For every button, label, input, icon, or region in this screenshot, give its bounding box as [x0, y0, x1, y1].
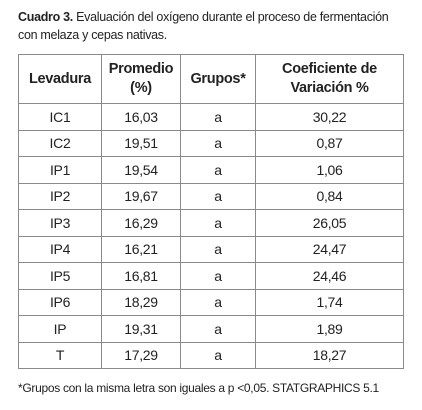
table-cell: 1,89 [255, 315, 404, 343]
table-cell: 18,29 [101, 288, 181, 316]
caption: Cuadro 3. Evaluación del oxígeno durante… [18, 8, 398, 44]
table-row: IC1 16,03 a 30,22 [18, 103, 404, 131]
table-cell: a [180, 341, 256, 369]
table-cell: 26,05 [255, 209, 404, 237]
column-header: Coeficiente de Variación % [255, 54, 404, 104]
table-row: IC2 19,51 a 0,87 [18, 129, 404, 157]
table-body: IC1 16,03 a 30,22 IC2 19,51 a 0,87 IP1 19,54 a 1,06… [18, 103, 404, 369]
table-cell: 1,74 [255, 288, 404, 316]
table-cell: 24,47 [255, 235, 404, 263]
footnote: *Grupos con la misma letra son iguales a… [18, 381, 379, 395]
table-row: IP2 19,67 a 0,84 [18, 182, 404, 210]
table-cell: a [180, 315, 256, 343]
table-cell: a [180, 288, 256, 316]
table-cell: a [180, 235, 256, 263]
table-cell: IP [18, 315, 102, 343]
table-cell: IP2 [18, 182, 102, 210]
column-header: Promedio (%) [101, 54, 181, 104]
table-cell: 19,51 [101, 129, 181, 157]
table-cell: 16,81 [101, 262, 181, 290]
table-cell: 0,84 [255, 182, 404, 210]
caption-label: Cuadro 3. [18, 10, 73, 24]
column-header: Grupos* [180, 54, 256, 104]
caption-text: Evaluación del oxígeno durante el proces… [18, 10, 389, 42]
table-cell: 0,87 [255, 129, 404, 157]
table-cell: IP3 [18, 209, 102, 237]
table-row: IP5 16,81 a 24,46 [18, 262, 404, 290]
table-cell: 17,29 [101, 341, 181, 369]
column-header: Levadura [18, 54, 102, 104]
table-cell: 24,46 [255, 262, 404, 290]
table-cell: 1,06 [255, 156, 404, 184]
table-cell: 16,21 [101, 235, 181, 263]
table-cell: a [180, 209, 256, 237]
table-cell: IC2 [18, 129, 102, 157]
header-row: Levadura Promedio (%) Grupos* Coeficiente d… [18, 54, 404, 104]
table-cell: IP5 [18, 262, 102, 290]
table-cell: 16,29 [101, 209, 181, 237]
data-table: Levadura Promedio (%) Grupos* Coeficiente d… [18, 54, 404, 369]
table-cell: IP4 [18, 235, 102, 263]
table-cell: T [18, 341, 102, 369]
table-cell: 19,54 [101, 156, 181, 184]
table-row: IP6 18,29 a 1,74 [18, 288, 404, 316]
table-cell: 30,22 [255, 103, 404, 131]
table-cell: 19,67 [101, 182, 181, 210]
table-cell: a [180, 156, 256, 184]
table-cell: a [180, 182, 256, 210]
table-row: T 17,29 a 18,27 [18, 341, 404, 369]
table-row: IP 19,31 a 1,89 [18, 315, 404, 343]
table-cell: a [180, 103, 256, 131]
table-cell: 19,31 [101, 315, 181, 343]
table-cell: a [180, 129, 256, 157]
table-cell: IC1 [18, 103, 102, 131]
table-cell: 16,03 [101, 103, 181, 131]
table-cell: 18,27 [255, 341, 404, 369]
table-row: IP1 19,54 a 1,06 [18, 156, 404, 184]
table-row: IP3 16,29 a 26,05 [18, 209, 404, 237]
table-cell: IP6 [18, 288, 102, 316]
table-cell: a [180, 262, 256, 290]
table-cell: IP1 [18, 156, 102, 184]
table-row: IP4 16,21 a 24,47 [18, 235, 404, 263]
